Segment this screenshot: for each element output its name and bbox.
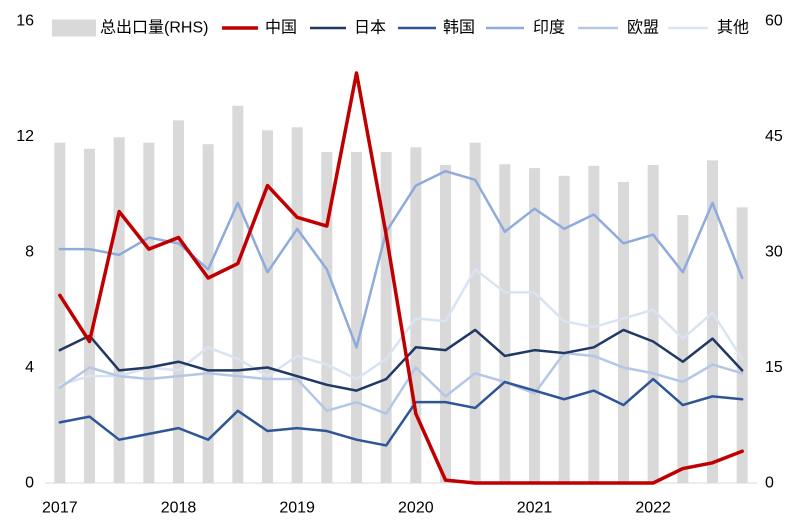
x-tick-label-4: 2020 [398,500,434,517]
lines-layer [58,71,744,485]
bar-7 [232,105,244,483]
left-y-tick-label-1: 0 [25,475,34,492]
x-axis: 2017 2018 2019 2020 2021 2022 [42,500,671,517]
right-y-tick-label-1: 0 [765,475,774,492]
bar-2 [84,148,95,483]
legend-item-6: 欧盟 [578,19,659,37]
legend-item-1: 总出口量(RHS) [52,19,208,37]
legend-swatch-1 [52,19,96,37]
bar-17 [529,168,540,483]
bar-18 [558,175,570,483]
line-series-6 [58,351,744,415]
left-y-axis: 0 4 8 12 16 [16,13,34,492]
right-y-tick-label-5: 60 [765,13,783,30]
bar-5 [173,120,184,483]
x-tick-label-6: 2022 [635,500,671,517]
bar-15 [469,142,481,483]
bars-layer [54,105,748,484]
bar-16 [499,164,511,483]
legend-label-1: 总出口量(RHS) [100,19,208,37]
legend-item-2: 中国 [222,19,297,37]
bar-19 [588,165,600,483]
bar-8 [262,130,273,483]
left-y-tick-label-3: 8 [25,244,34,261]
legend-label-4: 韩国 [443,19,475,37]
bar-1 [54,142,66,483]
legend-label-3: 日本 [354,19,386,37]
line-series-2 [58,71,744,485]
bar-23 [707,160,718,483]
bar-13 [410,147,422,483]
legend-label-2: 中国 [265,19,297,37]
bar-24 [736,207,748,483]
bar-4 [143,142,155,483]
bar-11 [351,151,362,483]
right-y-tick-label-4: 45 [765,128,783,145]
line-series-4 [58,377,744,447]
left-y-tick-label-5: 16 [16,13,34,30]
bar-10 [321,151,333,483]
left-y-tick-label-4: 12 [16,128,34,145]
x-tick-label-3: 2019 [279,500,315,517]
x-tick-label-5: 2021 [517,500,553,517]
x-tick-label-2: 2018 [161,500,197,517]
legend-label-6: 欧盟 [627,19,659,37]
right-y-axis: 0 15 30 45 60 [765,13,783,492]
bar-21 [647,164,659,484]
x-tick-label-1: 2017 [42,500,78,517]
bar-12 [380,151,392,483]
legend-item-3: 日本 [310,19,386,37]
bar-series-1 [54,105,748,484]
bar-3 [113,137,125,483]
line-series-5 [58,169,744,349]
bar-20 [618,181,629,483]
right-y-tick-label-2: 15 [765,359,783,376]
right-y-tick-label-3: 30 [765,244,783,261]
legend: 总出口量(RHS) 中国 日本 韩国 印度 欧盟 其他 [52,19,749,37]
bar-6 [202,144,214,483]
legend-label-5: 印度 [533,19,565,37]
left-y-tick-label-2: 4 [25,359,34,376]
bar-9 [291,127,303,483]
line-series-3 [58,328,744,392]
bar-22 [677,215,689,484]
legend-item-5: 印度 [486,19,565,37]
legend-item-7: 其他 [668,19,749,37]
line-series-7 [58,268,744,387]
bar-14 [440,164,451,484]
legend-item-4: 韩国 [398,19,475,37]
legend-label-7: 其他 [717,19,749,37]
